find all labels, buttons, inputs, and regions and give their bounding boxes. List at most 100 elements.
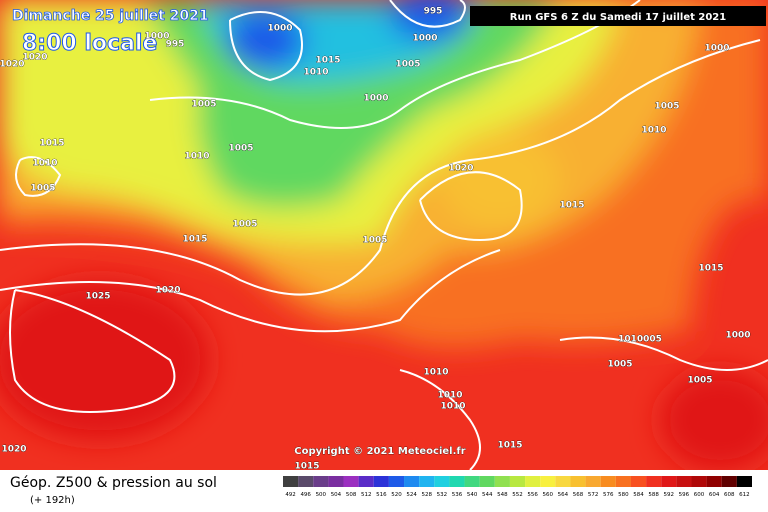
scale-label: 576 [603, 492, 614, 498]
isobar [0, 249, 501, 333]
isobar-label: 1015 [39, 139, 64, 149]
scale-label: 560 [543, 492, 554, 498]
scale-label: 556 [527, 492, 538, 498]
scale-swatch [570, 476, 586, 487]
scale-swatch [509, 476, 526, 487]
footer-lead: (+ 192h) [30, 495, 75, 506]
isobar-label: 1010 [437, 391, 462, 401]
isobar-label: 1000 [144, 32, 169, 42]
scale-label: 608 [724, 492, 735, 498]
scale-swatch [388, 476, 405, 487]
scale-swatch [494, 476, 510, 487]
scale-label: 596 [679, 492, 690, 498]
scale-label: 580 [618, 492, 629, 498]
isobar-label: 1015 [315, 56, 340, 66]
isobar-label: 1010005 [618, 335, 662, 345]
scale-label: 552 [512, 492, 523, 498]
isobar-label: 1010 [423, 368, 448, 378]
scale-swatch [540, 476, 556, 487]
isobar-label: 1015 [497, 441, 522, 451]
isobar-label: 1005 [607, 360, 632, 370]
scale-swatch [525, 476, 541, 487]
scale-swatch [328, 476, 344, 487]
run-box [470, 6, 766, 26]
scale-swatch [404, 476, 420, 487]
scale-swatch [600, 476, 616, 487]
scale-label: 548 [497, 492, 508, 498]
scale-label: 520 [391, 492, 402, 498]
scale-swatch [298, 476, 314, 487]
color-scale: 492 496 500 504 508 512 516 520 524 528 532 536 540 5… [283, 476, 752, 498]
isobar [389, 0, 466, 28]
scale-swatch [585, 476, 601, 487]
isobar-label: 1010 [303, 68, 328, 78]
isobar-label: 1015 [698, 264, 723, 274]
isobar-label: 1020 [155, 286, 180, 296]
scale-swatch [313, 476, 329, 487]
scale-swatch [283, 476, 299, 487]
scale-swatch [434, 476, 450, 487]
scale-label: 544 [482, 492, 493, 498]
isobar-label: 1000 [704, 44, 729, 54]
isobar-label: 995 [166, 40, 185, 50]
isobar [149, 0, 641, 129]
isobar-label: 1005 [232, 220, 257, 230]
scale-swatch [646, 476, 662, 487]
isobar-label: 1005 [30, 184, 55, 194]
isobar [559, 336, 768, 371]
isobar [399, 369, 481, 471]
isobar-label: 995 [424, 7, 443, 17]
scale-swatch [661, 476, 677, 487]
isobar-label: 1020 [22, 53, 47, 63]
scale-label: 604 [709, 492, 720, 498]
isobar-label: 1020 [1, 445, 26, 455]
isobar-label: 1005 [654, 102, 679, 112]
scale-label: 532 [437, 492, 448, 498]
isobar-label: 1020 [0, 60, 25, 70]
scale-label: 536 [452, 492, 463, 498]
scale-label: 504 [331, 492, 342, 498]
scale-label: 516 [376, 492, 387, 498]
scale-swatch [630, 476, 647, 487]
scale-label: 496 [300, 492, 311, 498]
isobar-label: 1005 [687, 376, 712, 386]
scale-label: 524 [406, 492, 417, 498]
scale-swatch [721, 476, 737, 487]
scale-swatch [706, 476, 722, 487]
run-label: Run GFS 6 Z du Samedi 17 juillet 2021 [510, 12, 726, 23]
isobar-label: 1010 [440, 402, 465, 412]
scale-label: 492 [285, 492, 296, 498]
scale-label: 572 [588, 492, 599, 498]
scale-label: 592 [664, 492, 675, 498]
scale-label: 568 [573, 492, 584, 498]
date-label: Dimanche 25 juillet 2021 [12, 8, 209, 24]
scale-swatch [464, 476, 480, 487]
isobar-label: 1005 [395, 60, 420, 70]
copyright: Copyright © 2021 Meteociel.fr [294, 446, 465, 457]
scale-swatch [676, 476, 692, 487]
time-label: 8:00 locale [22, 31, 157, 56]
isobar [9, 289, 176, 413]
scale-label: 612 [739, 492, 750, 498]
isobar-label: 1000 [412, 34, 437, 44]
isobar-label: 1005 [362, 236, 387, 246]
scale-swatch [343, 476, 359, 487]
isobar-label: 1025 [85, 292, 110, 302]
footer-title: Géop. Z500 & pression au sol [10, 475, 217, 491]
isobar-label: 1005 [191, 100, 216, 110]
scale-label: 600 [694, 492, 705, 498]
scale-swatch [555, 476, 571, 487]
scale-label: 528 [421, 492, 432, 498]
scale-label: 512 [361, 492, 372, 498]
scale-label: 540 [467, 492, 478, 498]
isobar-label: 1005 [228, 144, 253, 154]
isobar [15, 156, 62, 197]
isobar-labels: 1000995100010201020995100010151010100510… [0, 6, 751, 472]
scale-swatch [373, 476, 389, 487]
scale-label: 564 [558, 492, 569, 498]
field [0, 0, 768, 471]
isobar [419, 171, 523, 242]
scale-label: 588 [648, 492, 659, 498]
scale-swatch [691, 476, 707, 487]
